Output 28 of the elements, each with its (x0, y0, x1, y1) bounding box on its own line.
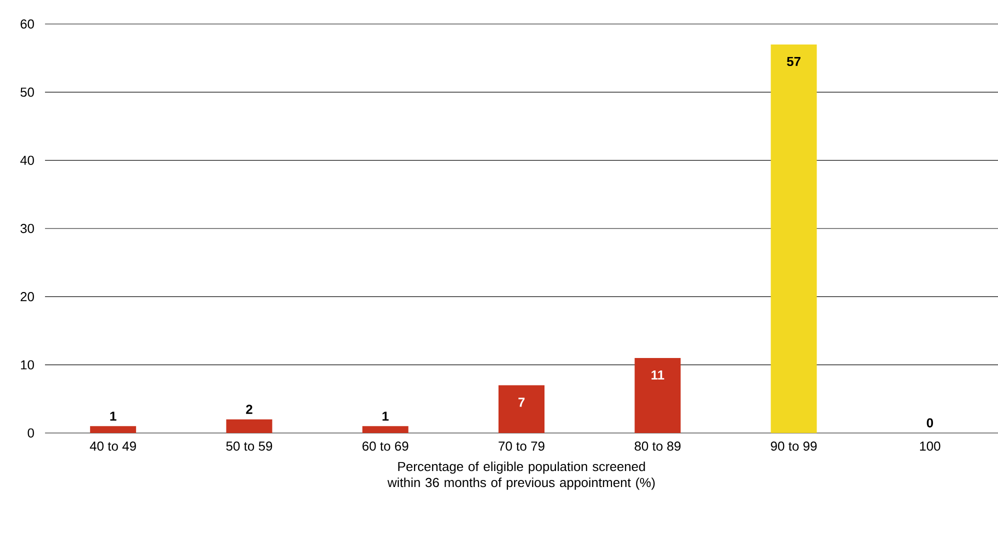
y-tick-label: 10 (21, 360, 34, 370)
x-tick-label: 60 to 69 (362, 442, 408, 451)
x-tick-label: 80 to 89 (634, 442, 681, 451)
data-label: 2 (246, 404, 252, 414)
x-tick-label: 90 to 99 (770, 442, 817, 451)
y-tick-label: 50 (20, 88, 34, 97)
bar (770, 44, 817, 433)
bar (90, 426, 136, 433)
data-label: 57 (786, 56, 800, 66)
x-tick-label: 40 to 49 (90, 442, 136, 451)
bar (362, 426, 408, 433)
x-tick-label: 100 (920, 442, 940, 451)
x-tick-label: 50 to 59 (226, 442, 272, 451)
y-tick-label: 20 (20, 292, 34, 302)
bar (498, 385, 545, 433)
data-label: 11 (652, 370, 664, 380)
y-tick-label: 60 (20, 19, 34, 29)
x-tick-label: 70 to 79 (498, 442, 544, 451)
x-axis-title: Percentage of eligible population screened within 36 months of previous appointment (%) (387, 462, 655, 490)
y-tick-label: 30 (20, 224, 34, 234)
data-label: 1 (110, 412, 116, 421)
y-tick-label: 0 (28, 428, 34, 438)
bar (634, 358, 681, 433)
bar (226, 419, 272, 433)
y-tick-label: 40 (20, 156, 34, 165)
data-label: 0 (926, 418, 934, 428)
data-label: 1 (382, 412, 389, 421)
data-label: 7 (518, 398, 525, 407)
